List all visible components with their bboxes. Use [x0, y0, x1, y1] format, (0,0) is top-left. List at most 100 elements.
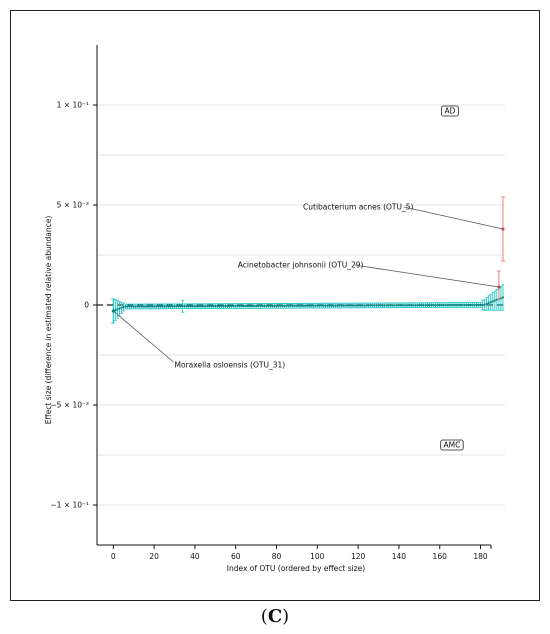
data-point: [140, 305, 143, 308]
data-point: [208, 305, 211, 308]
data-point: [216, 305, 219, 308]
data-point: [285, 304, 288, 307]
x-tick-label: 20: [149, 552, 159, 561]
data-point: [332, 304, 335, 307]
x-tick-label: 60: [231, 552, 241, 561]
data-point: [387, 304, 390, 307]
data-point: [169, 305, 172, 308]
data-point: [193, 305, 197, 308]
data-point: [493, 299, 496, 302]
data-point: [167, 305, 170, 308]
data-point: [183, 305, 186, 308]
data-point: [185, 305, 188, 308]
y-tick-label: −1 × 10⁻¹: [50, 501, 89, 510]
data-point: [318, 304, 321, 307]
data-point: [163, 305, 166, 308]
data-point: [410, 304, 413, 307]
data-point: [446, 303, 449, 307]
data-point: [501, 296, 505, 299]
data-point: [465, 303, 468, 307]
data-point: [371, 304, 374, 307]
data-point: [444, 303, 447, 307]
data-point: [226, 304, 229, 308]
data-point: [259, 304, 262, 308]
x-tick-label: 160: [433, 552, 448, 561]
data-point: [289, 304, 292, 307]
data-point: [277, 304, 280, 307]
data-point: [297, 304, 301, 307]
data-point: [257, 304, 260, 308]
data-point: [238, 304, 241, 308]
data-point: [348, 304, 352, 307]
data-point: [124, 305, 127, 308]
data-point: [414, 304, 417, 307]
data-point: [242, 304, 245, 308]
annotation-leader: [354, 264, 499, 288]
data-point: [265, 304, 268, 307]
data-point: [224, 304, 227, 308]
data-point: [263, 304, 266, 308]
x-axis-label: Index of OTU (ordered by effect size): [227, 564, 365, 573]
data-point: [234, 304, 237, 308]
data-point: [181, 305, 184, 308]
region-label-box: [440, 439, 464, 451]
annotation-label: Acinetobacter johnsonii (OTU_29): [238, 261, 364, 270]
annotation-label: Moraxella osloensis (OTU_31): [175, 361, 286, 370]
data-point: [395, 304, 398, 307]
data-point: [195, 305, 199, 308]
data-point: [385, 304, 388, 307]
x-tick-label: 80: [272, 552, 282, 561]
data-point: [459, 303, 462, 307]
data-point: [469, 303, 472, 307]
data-point: [120, 306, 123, 309]
data-point: [179, 305, 182, 308]
data-point: [187, 305, 190, 308]
data-point: [291, 304, 294, 307]
data-point: [336, 304, 339, 307]
data-point: [401, 304, 405, 307]
region-label-text: AD: [444, 107, 455, 116]
data-point: [479, 303, 482, 307]
data-point: [373, 304, 376, 307]
data-point: [159, 305, 162, 308]
data-point: [432, 304, 435, 307]
data-point: [308, 304, 311, 307]
data-point: [275, 304, 278, 307]
data-point: [269, 304, 272, 307]
data-point: [477, 303, 480, 307]
y-tick-label: 1 × 10⁻¹: [57, 101, 89, 110]
data-point: [210, 305, 213, 308]
data-point: [126, 305, 129, 308]
x-tick-label: 40: [190, 552, 200, 561]
data-point: [481, 303, 484, 307]
data-point: [295, 304, 299, 307]
data-point: [340, 304, 343, 307]
data-point: [434, 304, 437, 307]
data-point: [244, 304, 248, 308]
data-point: [287, 304, 290, 307]
data-point: [403, 304, 407, 307]
data-point: [379, 304, 382, 307]
data-point: [314, 304, 317, 307]
data-layer: [111, 196, 505, 324]
data-point: [232, 304, 235, 308]
data-point: [487, 301, 490, 305]
data-point: [456, 303, 460, 307]
region-label: AMC: [440, 439, 464, 451]
data-point: [271, 304, 274, 307]
data-point: [377, 304, 380, 307]
data-point: [357, 304, 360, 307]
data-point: [420, 304, 423, 307]
data-point: [418, 304, 421, 307]
chart-svg: 1 × 10⁻¹ 5 × 10⁻² 0 −5 × 10⁻² −1 × 10⁻¹ 0 20 40…: [44, 45, 505, 573]
data-point: [405, 304, 409, 307]
data-point: [352, 304, 356, 307]
caption-open: (: [260, 606, 268, 627]
data-point: [471, 303, 474, 307]
data-point: [440, 303, 443, 307]
data-point: [132, 305, 135, 308]
data-point: [191, 305, 194, 308]
data-point: [473, 303, 476, 307]
data-point: [118, 307, 121, 310]
data-point: [230, 304, 233, 308]
